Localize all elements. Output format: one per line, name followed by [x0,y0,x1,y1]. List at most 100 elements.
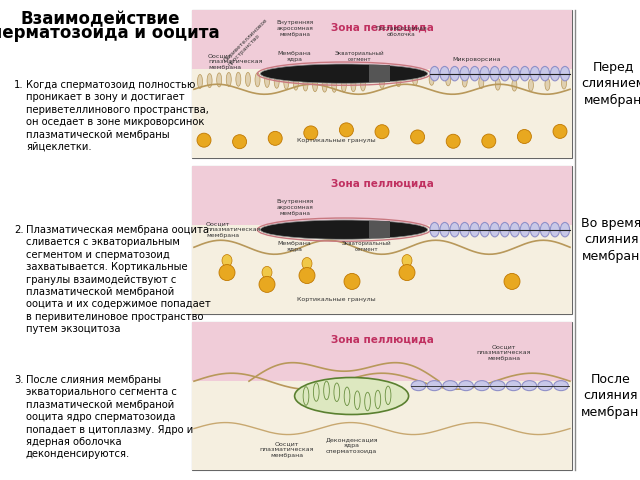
Ellipse shape [412,381,426,391]
Text: Плазматическая мембрана ооцита
сливается с экваториальным
сегментом и сперматозо: Плазматическая мембрана ооцита сливается… [26,225,211,334]
Text: Во время
слияния
мембран: Во время слияния мембран [581,217,640,263]
Text: Внутренняя
акросомная
мембрана: Внутренняя акросомная мембрана [276,199,313,216]
Ellipse shape [520,222,529,237]
Ellipse shape [207,73,212,88]
Ellipse shape [284,75,289,89]
Ellipse shape [440,66,449,81]
Bar [192,322,572,381]
Circle shape [259,276,275,292]
Circle shape [399,264,415,280]
Circle shape [504,274,520,289]
Ellipse shape [351,78,356,92]
Bar [192,10,572,69]
Text: Микроворсина: Микроворсина [452,57,501,62]
Circle shape [232,135,246,149]
Text: После
слияния
мембран: После слияния мембран [581,373,639,419]
Text: Деконденсация
ядра
сперматозоида: Деконденсация ядра сперматозоида [325,437,378,454]
Text: Кортикальные гранулы: Кортикальные гранулы [297,297,376,302]
Text: Кортикальные гранулы: Кортикальные гранулы [297,138,376,143]
Circle shape [197,133,211,147]
Bar [369,65,390,82]
Ellipse shape [480,66,490,81]
Circle shape [268,132,282,145]
Ellipse shape [512,79,517,91]
Bar [192,381,572,470]
Ellipse shape [341,78,346,92]
Ellipse shape [427,381,442,391]
Ellipse shape [293,76,298,90]
Bar [192,322,572,363]
Ellipse shape [217,73,221,87]
Text: сперматозоида и ооцита: сперматозоида и ооцита [0,24,220,42]
Ellipse shape [450,222,460,237]
Ellipse shape [561,222,570,237]
Bar [192,322,572,348]
Ellipse shape [236,72,241,86]
Ellipse shape [443,381,458,391]
Ellipse shape [322,78,327,92]
Circle shape [219,264,235,280]
Ellipse shape [490,381,505,391]
Ellipse shape [262,266,272,278]
Bar [192,166,572,314]
Bar [192,322,572,470]
Ellipse shape [506,381,521,391]
Circle shape [304,126,318,140]
Ellipse shape [260,64,428,83]
Circle shape [553,124,567,138]
Ellipse shape [550,222,559,237]
Ellipse shape [460,66,469,81]
Ellipse shape [500,66,509,81]
Bar [192,166,572,207]
Text: Взаимодействие: Взаимодействие [20,10,180,28]
Circle shape [344,274,360,289]
Ellipse shape [475,381,489,391]
Ellipse shape [380,76,385,88]
Text: Оосцит
плазматическая
мембрана: Оосцит плазматическая мембрана [476,344,531,361]
Text: Оосцит
плазматическая
мембрана: Оосцит плазматическая мембрана [208,53,262,70]
Ellipse shape [260,220,428,239]
Ellipse shape [490,222,499,237]
Ellipse shape [413,73,417,85]
Text: Постакросомная
оболочка: Постакросомная оболочка [375,26,427,36]
Text: После слияния мембраны
экваториального сегмента с
плазматической мембраной
ооцит: После слияния мембраны экваториального с… [26,375,193,459]
Ellipse shape [402,254,412,266]
Ellipse shape [520,66,529,81]
Ellipse shape [479,77,484,89]
Ellipse shape [531,66,540,81]
Text: Перед
слиянием
мембран: Перед слиянием мембран [581,61,640,107]
Ellipse shape [396,75,401,87]
Bar [192,10,572,36]
Ellipse shape [227,72,231,86]
Ellipse shape [495,78,500,90]
Ellipse shape [510,222,520,237]
Text: Когда сперматозоид полностью
проникает в зону и достигает
периветеллинового прос: Когда сперматозоид полностью проникает в… [26,80,209,152]
Bar [192,10,572,158]
Ellipse shape [445,74,451,86]
Text: 3.: 3. [14,375,24,385]
Ellipse shape [264,73,269,87]
Text: 1.: 1. [14,80,24,90]
Circle shape [299,267,315,284]
Bar [369,221,390,238]
Circle shape [482,134,496,148]
Ellipse shape [510,66,520,81]
Ellipse shape [470,66,479,81]
Ellipse shape [459,381,474,391]
Circle shape [375,125,389,139]
Ellipse shape [462,75,467,87]
Circle shape [446,134,460,148]
Ellipse shape [222,254,232,266]
Ellipse shape [529,79,533,91]
Text: Экваториальный
сегмент: Экваториальный сегмент [342,241,392,252]
Ellipse shape [540,66,550,81]
Ellipse shape [246,72,250,86]
Ellipse shape [360,77,365,91]
Bar [192,166,572,192]
Ellipse shape [561,66,570,81]
Ellipse shape [480,222,490,237]
Circle shape [339,123,353,137]
Ellipse shape [531,222,540,237]
Text: Зона пеллюцида: Зона пеллюцида [331,179,433,189]
Ellipse shape [450,66,460,81]
